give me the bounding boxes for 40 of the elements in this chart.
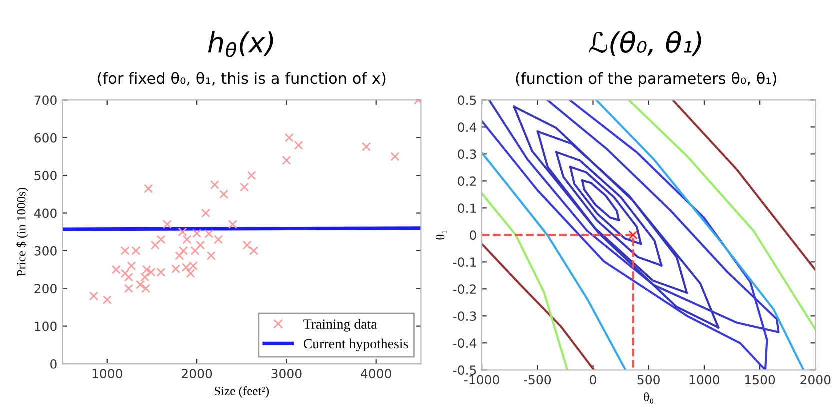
chart-subtitle: (function of the parameters θ₀, θ₁) — [516, 72, 776, 88]
y-tick-label: 100 — [35, 322, 57, 332]
y-tick-label: -0.3 — [453, 312, 476, 322]
x-tick-label: 3000 — [272, 369, 302, 379]
y-tick-label: -0.1 — [453, 258, 476, 268]
y-tick-label: 500 — [34, 171, 57, 181]
legend-label: Training data — [304, 319, 378, 332]
y-tick-label: 600 — [34, 133, 57, 143]
x-tick-label: 1000 — [690, 375, 720, 385]
y-tick-label: 0.4 — [458, 122, 476, 132]
y-tick-label: 0.5 — [458, 96, 476, 106]
x-tick-label: 2000 — [800, 375, 831, 385]
y-tick-label: 0 — [470, 230, 476, 240]
y-tick-label: -0.5 — [453, 366, 476, 376]
chart-title: ℒ(θ₀, θ₁) — [589, 31, 702, 56]
y-tick-label: -0.4 — [453, 338, 476, 348]
chart-title: h$_{θ}$(x) — [208, 32, 274, 58]
y-tick-label: 400 — [34, 208, 57, 218]
chart-subtitle: (for fixed θ₀, θ₁, this is a function of x) — [98, 72, 386, 86]
y-tick-label: 700 — [34, 96, 57, 106]
y-tick-label: 0.2 — [458, 176, 476, 186]
y-tick-label: 0.1 — [458, 204, 476, 214]
x-axis-title: θ₀ — [644, 392, 654, 404]
x-tick-label: 1000 — [92, 369, 122, 379]
x-tick-label: 500 — [638, 375, 660, 385]
y-tick-label: 300 — [34, 246, 57, 256]
y-tick-label: 0.3 — [458, 150, 476, 160]
legend-label: Current hypothesis — [304, 338, 408, 352]
y-tick-label: 0 — [50, 359, 57, 369]
x-tick-label: 0 — [590, 375, 596, 385]
x-axis-title: Size (feet²) — [214, 386, 270, 398]
x-tick-label: 4000 — [361, 369, 392, 379]
y-axis-title: Price $ (in 1000s) — [16, 188, 28, 276]
x-tick-label: 1500 — [746, 375, 776, 385]
x-tick-label: 2000 — [182, 369, 212, 379]
y-tick-label: 200 — [34, 284, 57, 294]
x-tick-label: -1000 — [464, 375, 500, 385]
y-tick-label: -0.2 — [453, 284, 476, 294]
x-tick-label: -500 — [524, 375, 552, 385]
y-axis-title: θ₁ — [436, 230, 448, 240]
